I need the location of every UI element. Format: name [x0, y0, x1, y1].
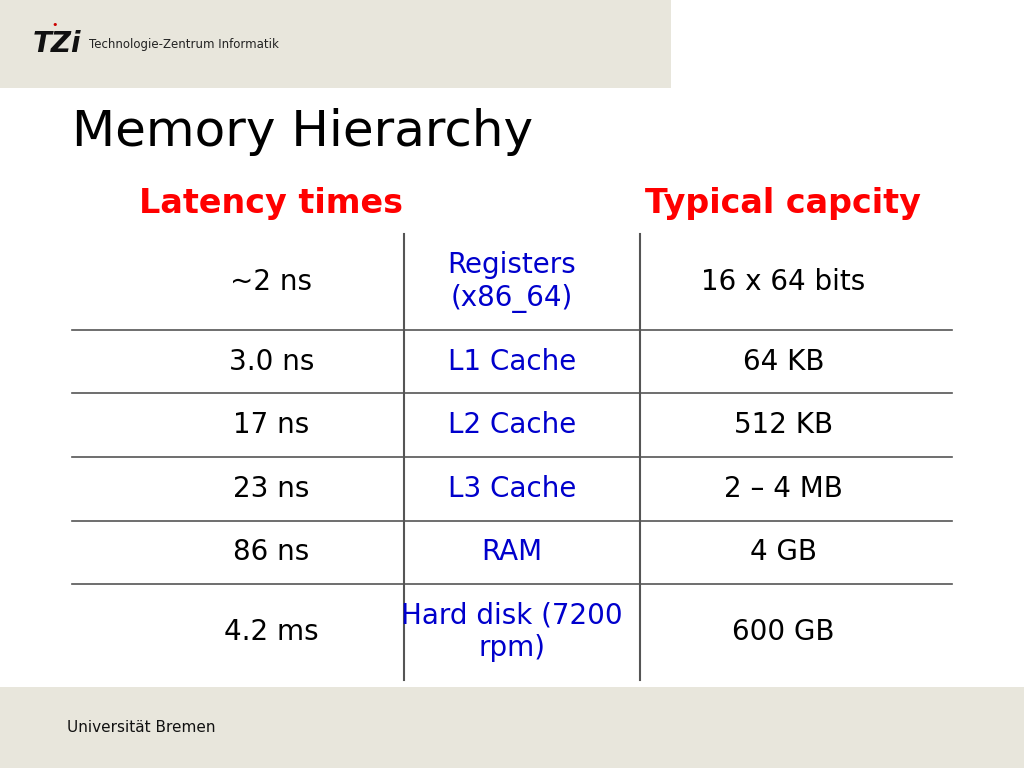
Bar — [0, 687, 1024, 768]
Text: •: • — [51, 20, 57, 30]
Text: L2 Cache: L2 Cache — [447, 411, 577, 439]
Text: 600 GB: 600 GB — [732, 618, 835, 646]
Text: L3 Cache: L3 Cache — [447, 475, 577, 503]
Text: Typical capcity: Typical capcity — [645, 187, 922, 220]
Text: ~2 ns: ~2 ns — [230, 268, 312, 296]
Text: Universität Bremen: Universität Bremen — [67, 720, 215, 735]
Text: Technologie-Zentrum Informatik: Technologie-Zentrum Informatik — [89, 38, 279, 51]
Text: 23 ns: 23 ns — [233, 475, 309, 503]
Text: Hard disk (7200
rpm): Hard disk (7200 rpm) — [401, 602, 623, 662]
Text: Latency times: Latency times — [139, 187, 403, 220]
Text: 64 KB: 64 KB — [742, 347, 824, 376]
Text: 4 GB: 4 GB — [750, 538, 817, 567]
Bar — [671, 0, 1024, 88]
Text: L1 Cache: L1 Cache — [447, 347, 577, 376]
Text: 2 – 4 MB: 2 – 4 MB — [724, 475, 843, 503]
Text: 512 KB: 512 KB — [734, 411, 833, 439]
Text: 16 x 64 bits: 16 x 64 bits — [701, 268, 865, 296]
Text: Memory Hierarchy: Memory Hierarchy — [72, 108, 532, 155]
Text: TZi: TZi — [33, 30, 81, 58]
Text: 3.0 ns: 3.0 ns — [228, 347, 314, 376]
Text: 86 ns: 86 ns — [233, 538, 309, 567]
Text: 4.2 ms: 4.2 ms — [224, 618, 318, 646]
Text: 17 ns: 17 ns — [233, 411, 309, 439]
Text: Registers
(x86_64): Registers (x86_64) — [447, 251, 577, 313]
Text: RAM: RAM — [481, 538, 543, 567]
Bar — [0, 0, 1024, 88]
